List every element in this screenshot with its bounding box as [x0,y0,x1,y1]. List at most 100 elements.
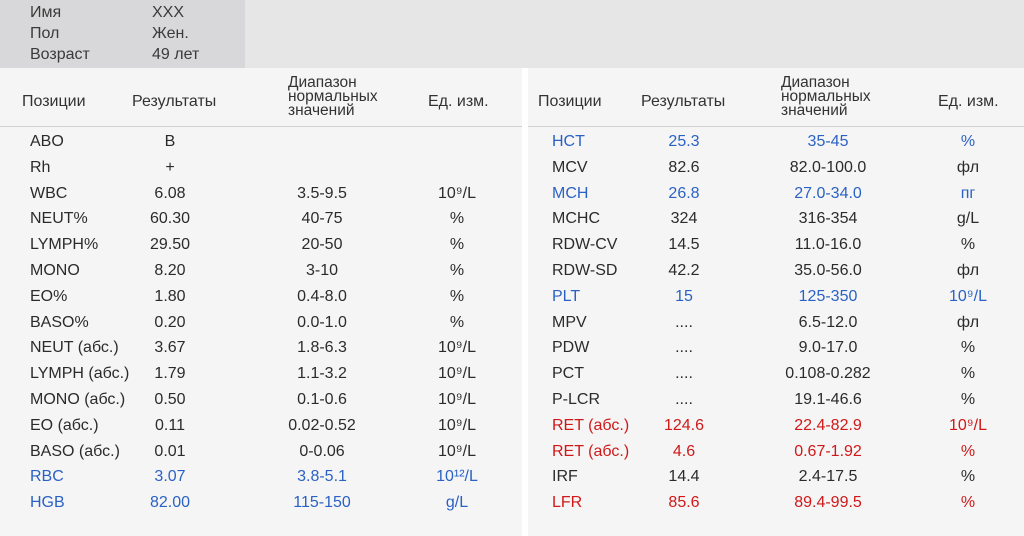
test-range: 3.5-9.5 [297,184,347,202]
test-unit: фл [956,262,980,279]
results-table-right [528,68,1024,536]
test-range: 2.4-17.5 [798,468,858,486]
test-unit: g/L [956,210,980,228]
test-name: PDW [552,339,590,357]
right-header-position: Позиции [538,93,602,110]
test-result: 124.6 [663,416,705,434]
test-range: 0.67-1.92 [794,442,862,460]
test-name: HCT [552,133,585,150]
test-name: BASO (абс.) [30,442,120,460]
test-range: 9.0-17.0 [798,339,858,357]
test-name: HGB [30,494,65,512]
test-range: 89.4-99.5 [794,494,862,512]
test-unit: % [960,468,976,486]
test-result: 324 [670,210,698,228]
test-unit: 10⁹/L [438,416,476,434]
test-range: 0.02-0.52 [288,416,356,434]
test-result: 82.00 [149,494,191,512]
patient-sex-label: Пол [30,25,60,42]
test-unit: 10⁹/L [438,442,476,460]
test-unit: 10⁹/L [949,287,987,305]
test-result: + [165,158,175,176]
test-name: EO% [30,287,68,305]
patient-name-label: Имя [30,4,62,21]
test-name: MPV [552,313,587,331]
test-unit: % [449,262,465,279]
test-result: 14.5 [668,236,700,254]
test-result: .... [675,313,693,331]
test-unit: % [960,339,976,357]
left-header-separator [0,126,522,127]
test-range: 0-0.06 [299,442,345,460]
left-header-unit: Ед. изм. [428,93,489,110]
right-header-unit: Ед. изм. [938,93,999,110]
column-divider [522,68,528,536]
test-unit: % [960,133,976,150]
test-result: 3.07 [154,468,186,486]
test-unit: 10⁹/L [949,416,987,434]
test-range: 35-45 [807,133,849,150]
test-result: 0.01 [154,442,186,460]
test-name: PLT [552,287,581,305]
test-range: 0.108-0.282 [785,365,871,383]
test-name: RET (абс.) [552,442,630,460]
test-result: 6.08 [154,184,186,202]
test-result: 82.6 [668,158,700,176]
test-result: .... [675,391,693,408]
left-header-position: Позиции [22,93,86,110]
test-unit: % [449,236,465,254]
test-unit: % [960,365,976,383]
test-range: 22.4-82.9 [794,416,862,434]
test-range: 19.1-46.6 [794,391,862,408]
test-name: LYMPH (абс.) [30,365,130,383]
test-result: B [164,133,176,150]
test-result: 8.20 [154,262,186,279]
patient-info-block: Имя XXX Пол Жен. Возраст 49 лет [0,0,245,68]
test-range: 0.0-1.0 [297,313,347,331]
test-name: NEUT% [30,210,88,228]
test-result: 26.8 [668,184,700,202]
test-name: NEUT (абс.) [30,339,119,357]
test-unit: % [960,391,976,408]
test-result: 0.11 [155,416,185,434]
test-unit: фл [956,313,980,331]
test-result: 1.79 [154,365,186,383]
test-name: RDW-SD [552,262,618,279]
test-name: LYMPH% [30,236,99,254]
test-unit: % [960,494,976,512]
results-table-left [0,68,522,536]
test-name: P-LCR [552,391,601,408]
patient-sex-value: Жен. [152,25,189,42]
left-header-result: Результаты [132,93,217,110]
test-name: RBC [30,468,64,486]
patient-name-value: XXX [152,4,185,21]
test-range: 82.0-100.0 [789,158,867,176]
test-range: 40-75 [301,210,343,228]
test-range: 11.0-16.0 [794,236,862,254]
test-range: 125-350 [798,287,858,305]
test-result: 29.50 [149,236,191,254]
test-result: 4.6 [672,442,696,460]
test-name: RET (абс.) [552,416,630,434]
test-name: MCH [552,184,589,202]
test-range: 27.0-34.0 [794,184,862,202]
test-result: 85.6 [668,494,700,512]
test-result: 3.67 [154,339,186,357]
test-unit: фл [956,158,980,176]
test-unit: 10⁹/L [438,339,476,357]
test-name: IRF [552,468,578,486]
test-unit: % [960,236,976,254]
test-name: ABO [30,133,64,150]
test-result: 14.4 [668,468,700,486]
test-range: 3-10 [305,262,339,279]
test-unit: 10⁹/L [438,391,476,408]
test-range: 115-150 [293,494,351,512]
test-result: 0.50 [154,391,186,408]
test-result: 1.80 [154,287,186,305]
test-result: 25.3 [668,133,700,150]
test-range: 35.0-56.0 [794,262,862,279]
test-unit: % [960,442,976,460]
test-name: MONO (абс.) [30,391,126,408]
test-result: 60.30 [149,210,191,228]
left-header-range: Диапазон нормальных значений [288,74,378,119]
